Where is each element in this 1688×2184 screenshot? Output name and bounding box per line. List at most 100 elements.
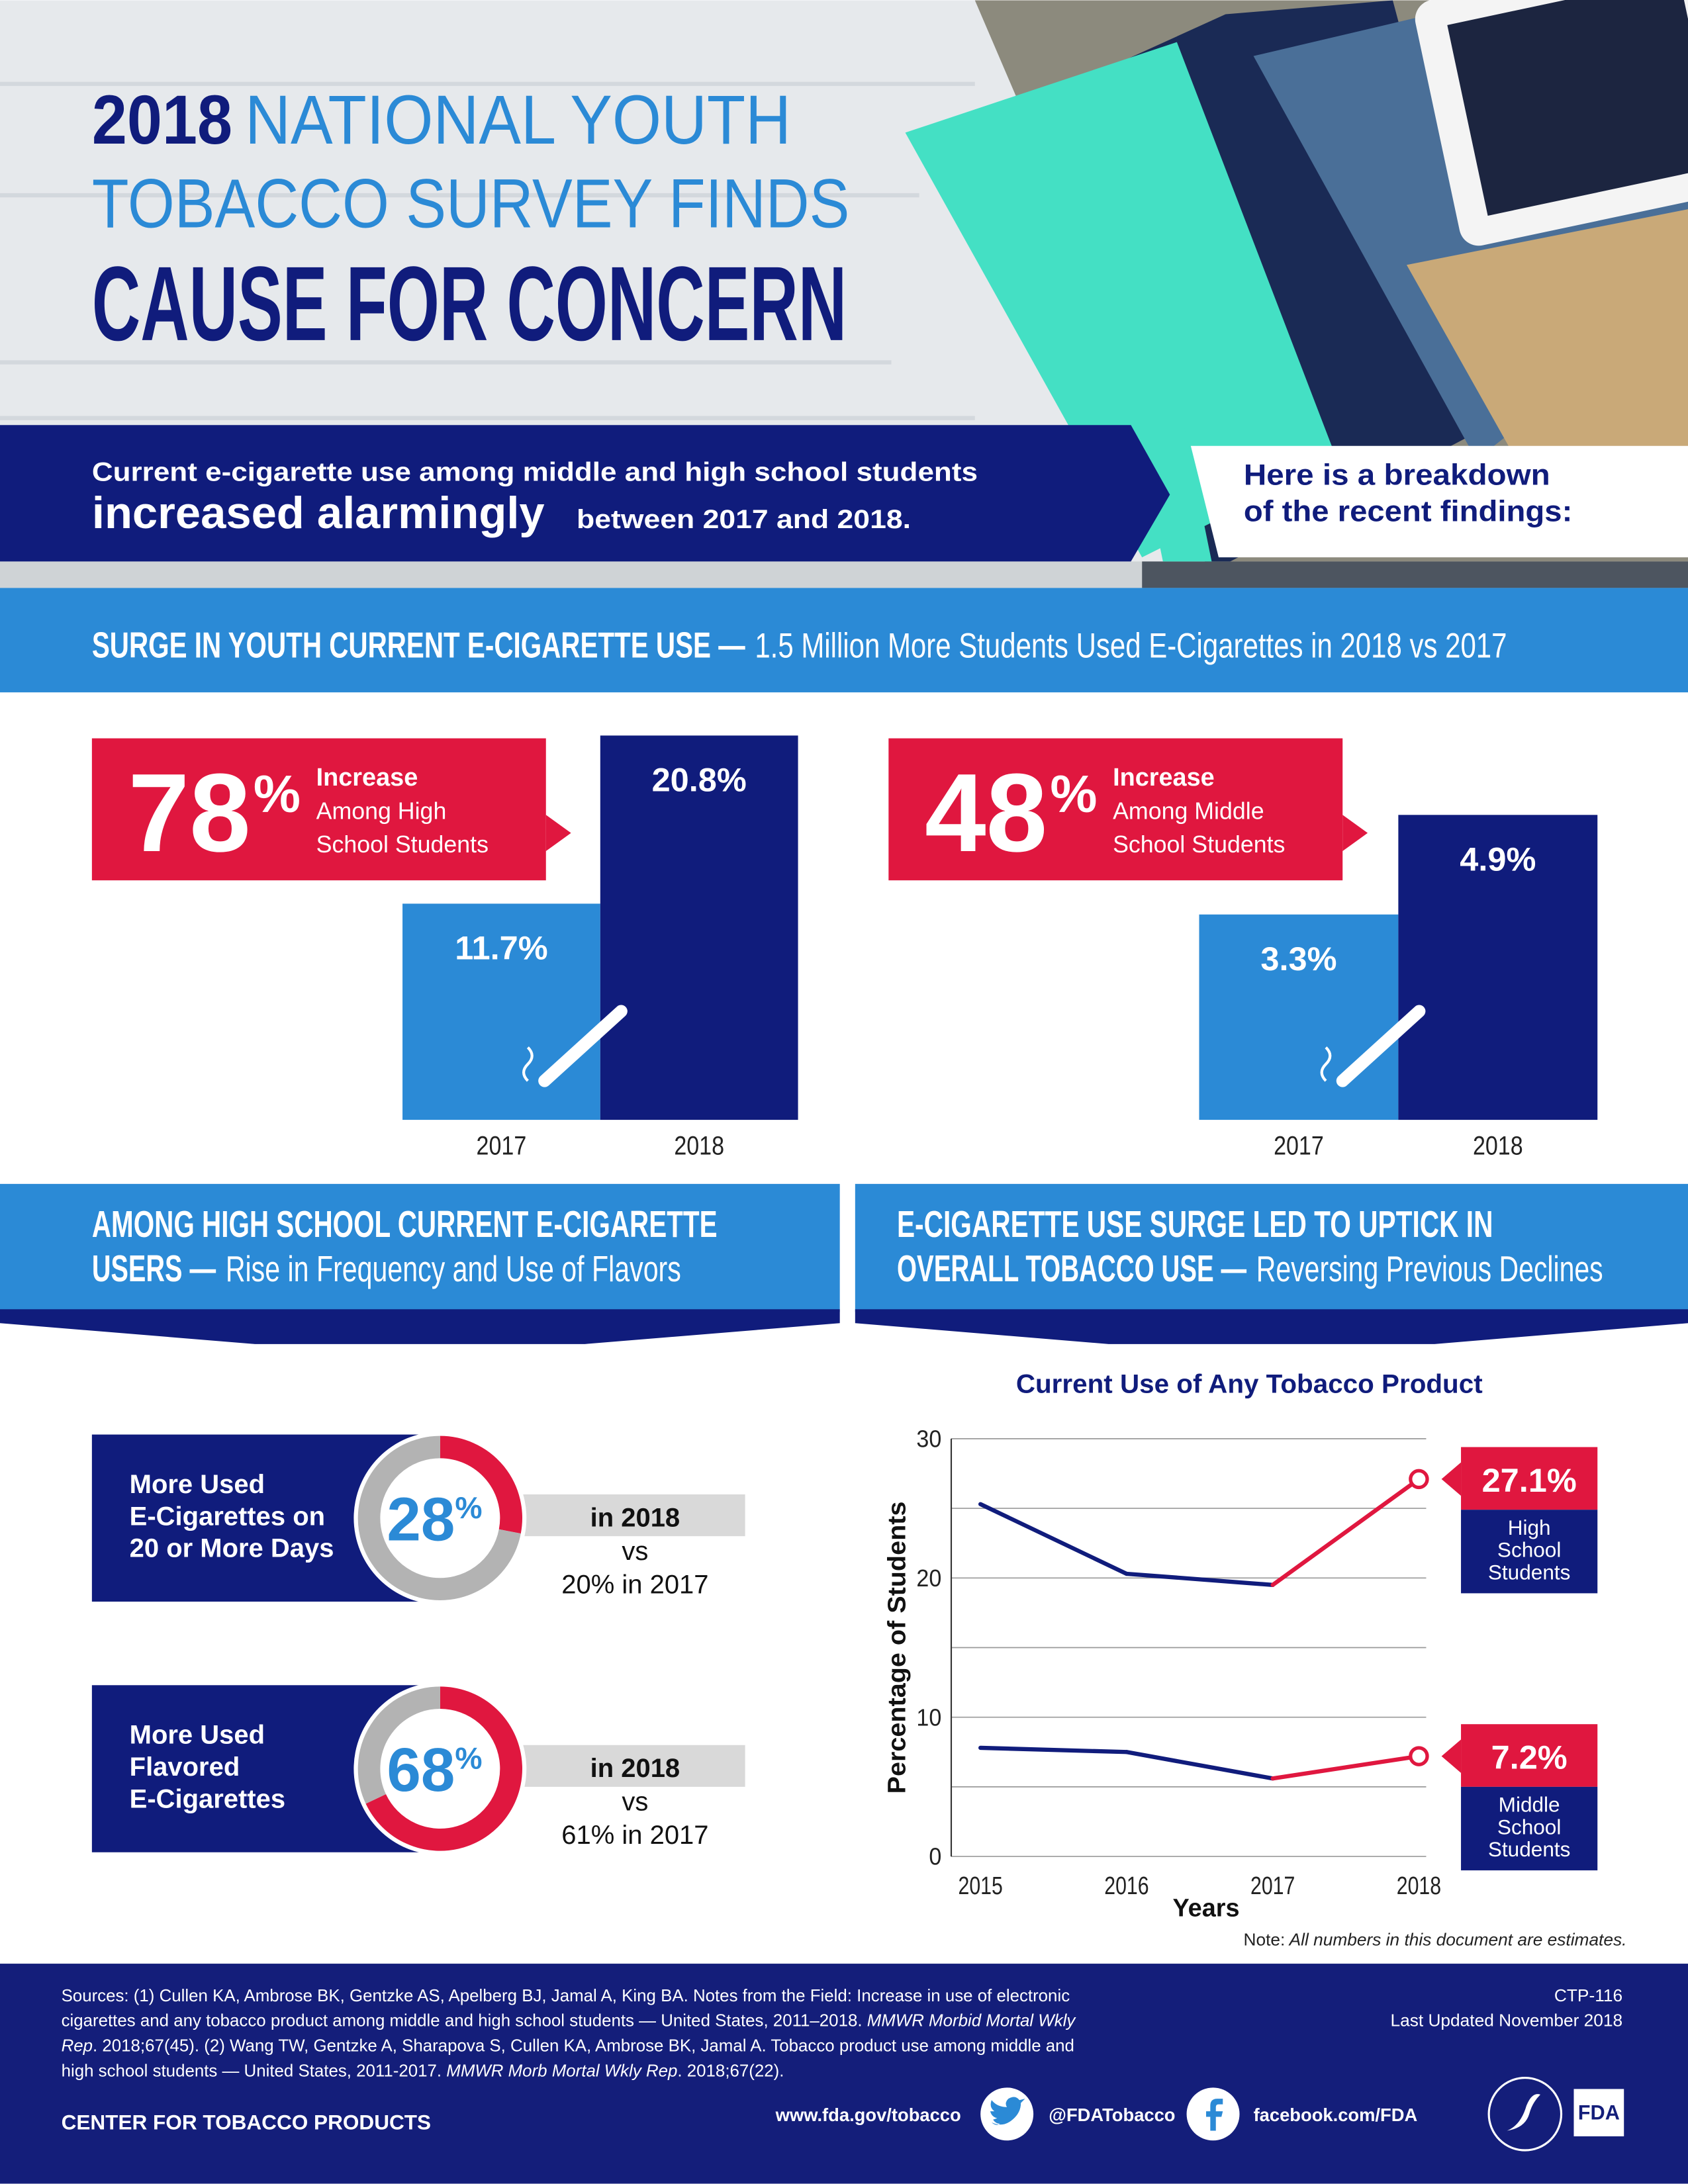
x-tick-label: 2017	[1250, 1872, 1295, 1900]
hhs-eagle	[1507, 2094, 1540, 2131]
website: www.fda.gov/tobacco	[775, 2105, 961, 2125]
donut-slice	[365, 1686, 522, 1851]
hhs-seal	[1487, 2077, 1563, 2152]
series-label: School	[1497, 1815, 1561, 1839]
label-arrow	[1441, 1739, 1462, 1773]
title-line: CAUSE FOR CONCERN	[92, 244, 847, 363]
note: Note: All numbers in this document are es…	[1243, 1930, 1626, 1950]
label-text: 20 or More Days	[130, 1534, 334, 1563]
source-part: MMWR Morb Mortal Wkly Rep	[446, 2062, 677, 2080]
banner-text: between 2017 and 2018.	[577, 505, 911, 534]
callout-arrow	[1342, 815, 1368, 852]
callout-number: 48	[925, 751, 1047, 875]
section-bar	[0, 588, 1688, 693]
y-tick-label: 30	[916, 1426, 941, 1453]
source-line: high school students — United States, 20…	[62, 2062, 784, 2080]
label-text: More Used	[130, 1721, 265, 1750]
donut-value-number: 68	[387, 1735, 455, 1804]
line-segment	[978, 1745, 1129, 1754]
donut-value-unit: %	[455, 1741, 482, 1776]
callout-arrow	[545, 815, 571, 852]
banner-edge	[1135, 425, 1212, 562]
line-segment	[1270, 1754, 1421, 1781]
series-label: Middle	[1499, 1793, 1560, 1817]
source-part: Rep	[62, 2037, 93, 2056]
bar-value-label: 4.9%	[1460, 840, 1536, 878]
line-segment	[1124, 1571, 1275, 1587]
callout-number: 78	[128, 751, 251, 875]
callout-unit: %	[254, 764, 301, 823]
source-part: Sources: (1) Cullen KA, Ambrose BK, Gent…	[62, 1987, 1070, 2005]
series-label-box	[1461, 1510, 1598, 1594]
fda-logo	[1573, 2089, 1624, 2136]
callout-text: Among High	[316, 798, 447, 825]
facebook-page: facebook.com/FDA	[1254, 2105, 1418, 2125]
bar-value-label: 11.7%	[455, 929, 547, 967]
donut-value: 28%	[387, 1484, 482, 1553]
banner	[0, 425, 1170, 562]
section-subtitle: Rise in Frequency and Use of Flavors	[226, 1248, 681, 1289]
chart-title: Current Use of Any Tobacco Product	[1016, 1369, 1483, 1398]
title-line: 2018NATIONAL YOUTH	[92, 81, 791, 159]
label-box	[1461, 1724, 1598, 1787]
aside-text: of the recent findings:	[1244, 495, 1573, 527]
twitter-bird	[990, 2097, 1025, 2125]
callout-text: School Students	[316, 831, 489, 858]
data-label: 7.2%	[1491, 1739, 1568, 1776]
section-bar	[855, 1183, 1688, 1312]
donut-value-number: 28	[387, 1484, 455, 1553]
series-label: Students	[1488, 1837, 1571, 1861]
center-name: CENTER FOR TOBACCO PRODUCTS	[62, 2110, 432, 2134]
line-segment	[1270, 1477, 1421, 1587]
donut-slice	[357, 1435, 521, 1600]
bar	[402, 903, 600, 1120]
facebook-glyph	[1206, 2099, 1223, 2131]
x-tick-label: 2018	[1473, 1132, 1523, 1161]
title-text: NATIONAL YOUTH	[245, 81, 791, 159]
y-tick-label: 20	[916, 1565, 941, 1592]
comparison-box	[518, 1745, 745, 1787]
section-title: SURGE IN YOUTH CURRENT E-CIGARETTE USE —	[92, 625, 745, 666]
callout-title: Increase	[316, 764, 418, 792]
sources: Sources: (1) Cullen KA, Ambrose BK, Gent…	[62, 1987, 1077, 2081]
line-segment	[978, 1502, 1129, 1576]
y-tick-label: 10	[916, 1704, 941, 1731]
x-axis-label: Years	[1172, 1895, 1239, 1923]
donut-value-unit: %	[455, 1490, 482, 1525]
x-tick-label: 2018	[1397, 1872, 1441, 1900]
source-part: . 2018;67(45). (2) Wang TW, Gentzke A, S…	[93, 2037, 1074, 2056]
callout-box	[91, 738, 546, 881]
series-label: Students	[1488, 1560, 1571, 1584]
comparison-text: vs	[622, 1788, 648, 1817]
x-tick-label: 2016	[1104, 1872, 1149, 1900]
ecig-icon	[538, 1005, 628, 1087]
donut-slice	[357, 1686, 441, 1804]
source-line: Rep. 2018;67(45). (2) Wang TW, Gentzke A…	[62, 2037, 1074, 2056]
banner-text: Current e-cigarette use among middle and…	[92, 457, 978, 486]
note-text: All numbers in this document are estimat…	[1288, 1930, 1627, 1950]
section-title: E-CIGARETTE USE SURGE LED TO UPTICK IN	[897, 1204, 1493, 1246]
line-segment	[1124, 1750, 1275, 1781]
callout-title: Increase	[1113, 764, 1215, 792]
source-part: high school students — United States, 20…	[62, 2062, 447, 2080]
comparison-text: in 2018	[590, 1754, 680, 1783]
ecig-vapor	[1320, 1046, 1332, 1082]
bar	[1398, 815, 1598, 1120]
callout-unit: %	[1050, 764, 1097, 823]
data-label: 27.1%	[1482, 1461, 1577, 1499]
twitter-handle: @FDATobacco	[1049, 2105, 1175, 2125]
series-label: School	[1497, 1538, 1561, 1562]
callout-text: School Students	[1113, 831, 1285, 858]
title-year: 2018	[92, 81, 232, 159]
series-label-box	[1461, 1786, 1598, 1871]
comparison-box	[518, 1494, 745, 1537]
donut-slice	[440, 1435, 522, 1534]
comparison-text: vs	[622, 1537, 648, 1566]
line-point	[1409, 1746, 1429, 1766]
section-subtitle: Reversing Previous Declines	[1256, 1248, 1603, 1289]
y-tick-label: 0	[929, 1844, 941, 1870]
section-bar	[0, 1183, 840, 1312]
bar-value-label: 20.8%	[652, 761, 747, 799]
